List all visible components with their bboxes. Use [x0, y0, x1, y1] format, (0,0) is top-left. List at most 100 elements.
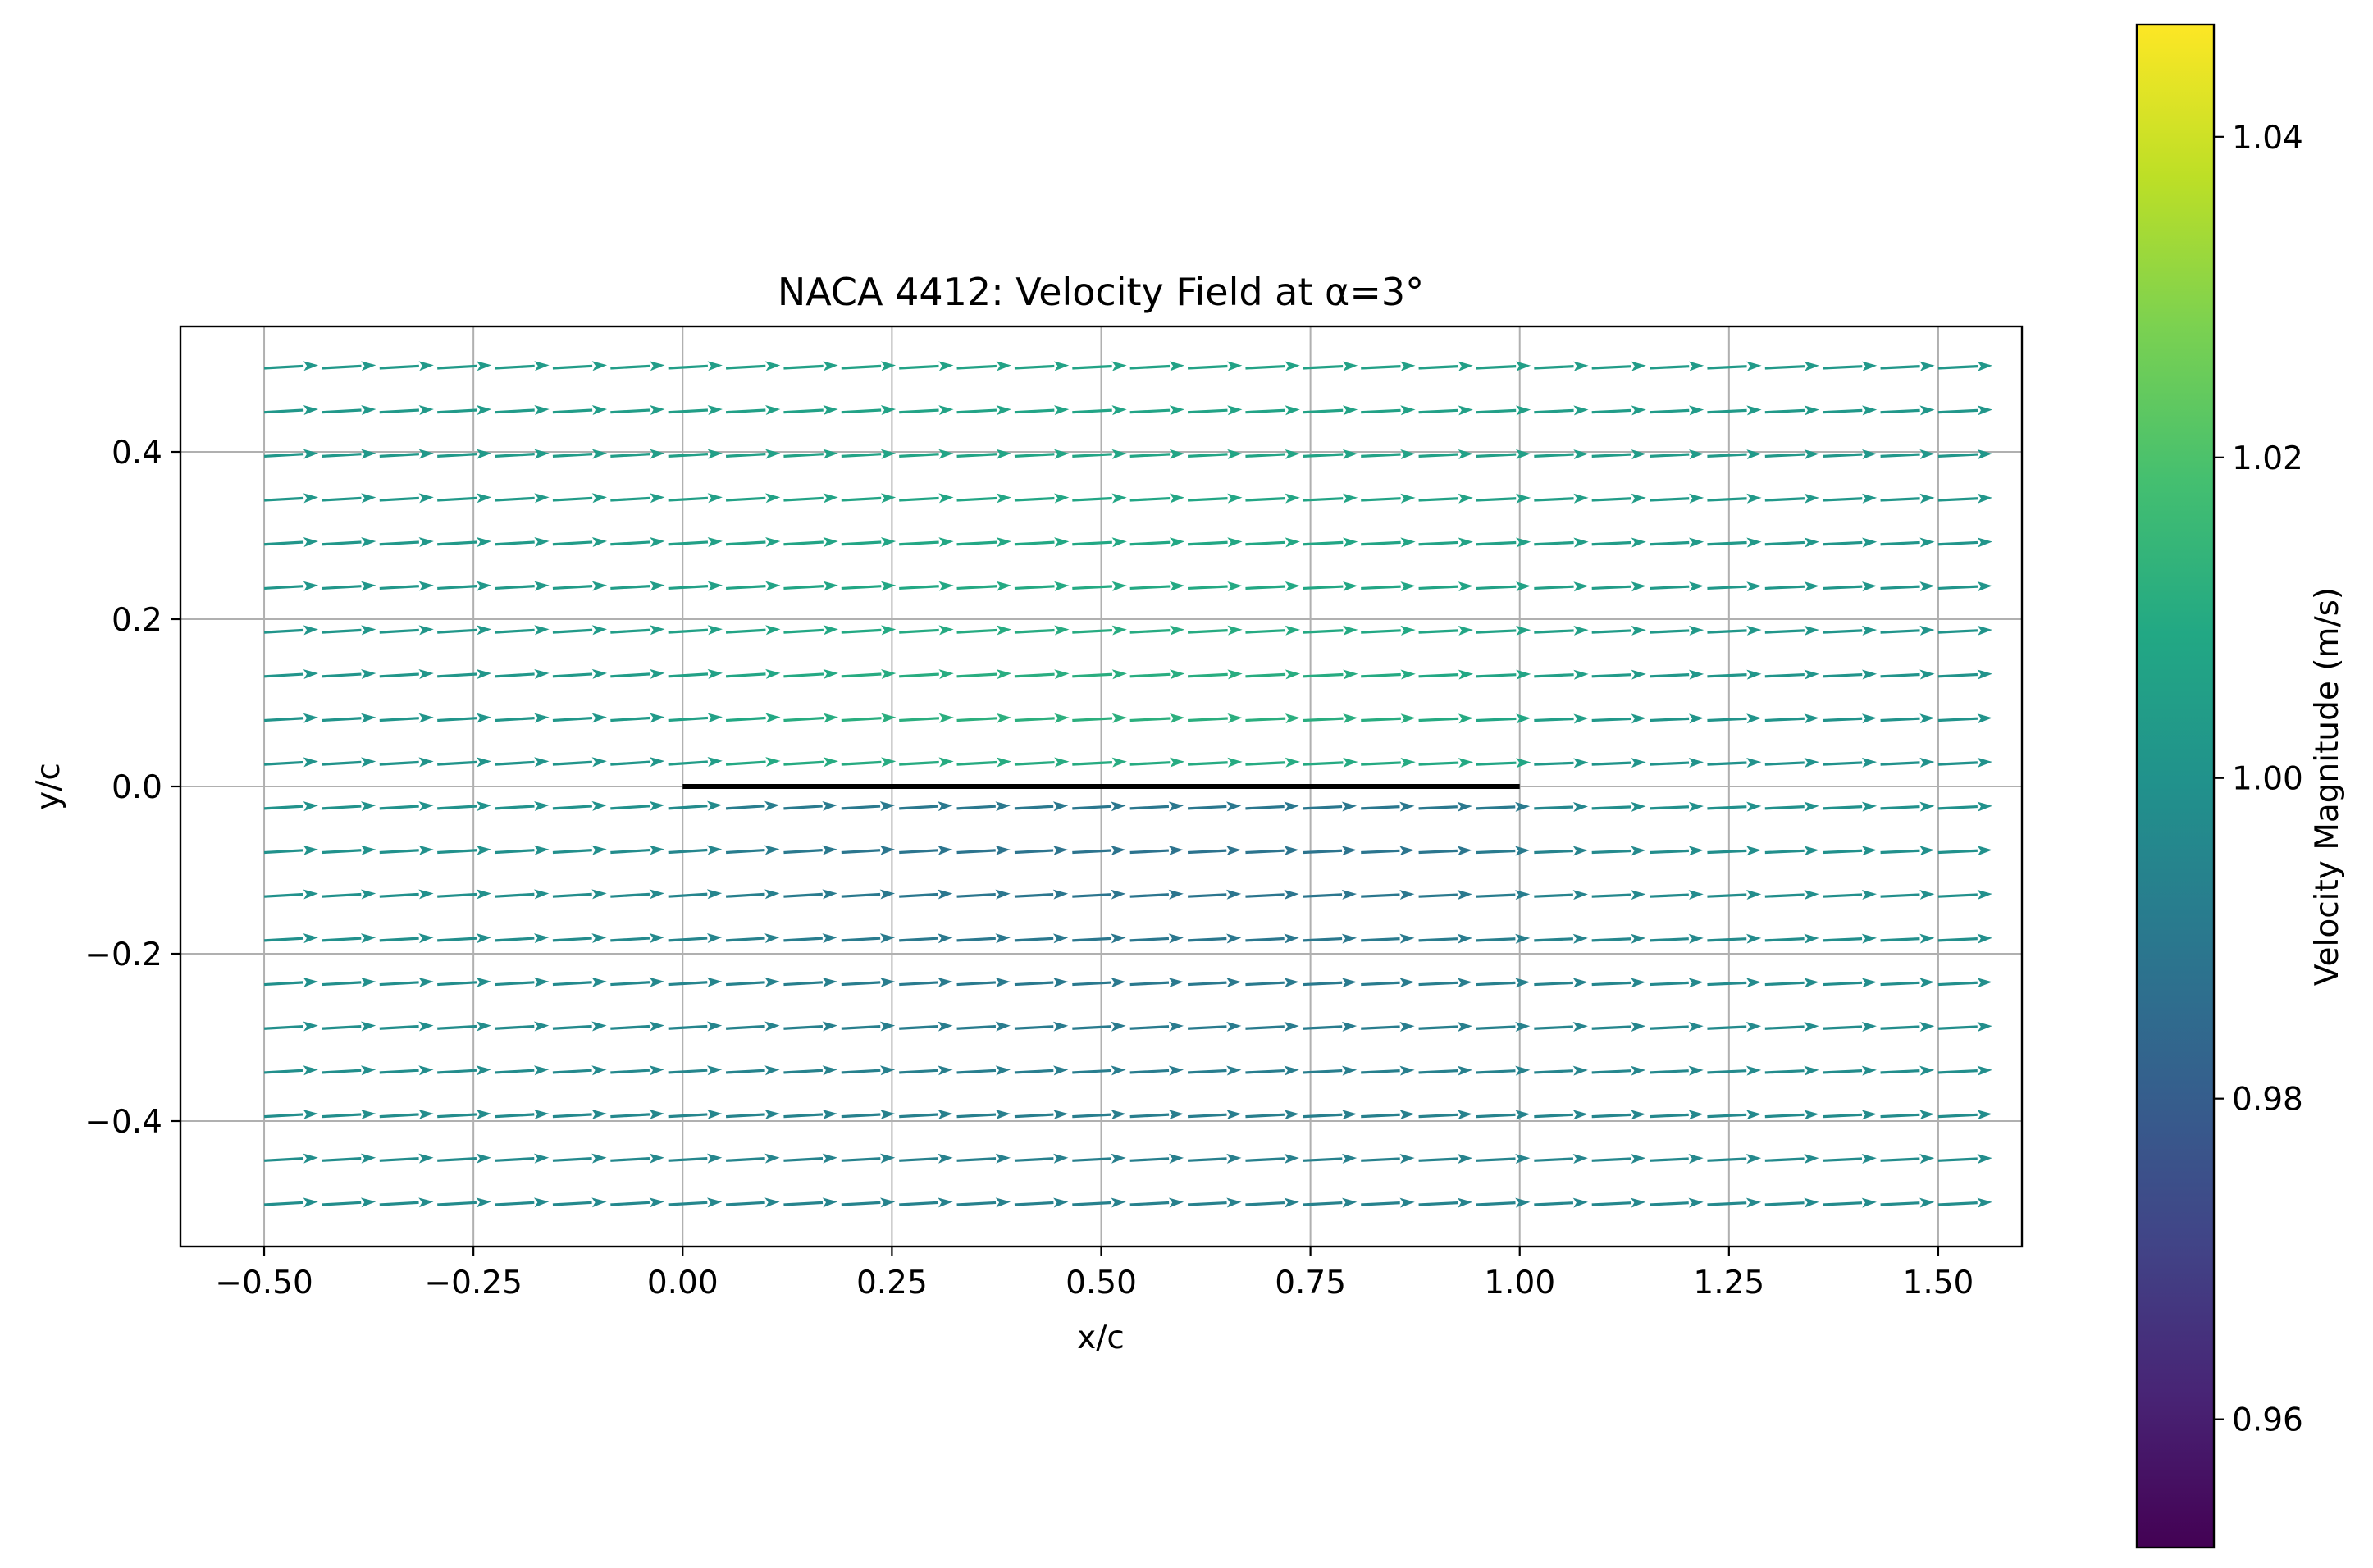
velocity-arrow [1245, 801, 1299, 812]
velocity-arrow [437, 889, 491, 900]
velocity-arrow [322, 933, 376, 944]
velocity-arrow [1823, 801, 1878, 812]
velocity-arrow [437, 493, 492, 504]
velocity-arrow [437, 977, 491, 987]
velocity-arrow [1649, 1154, 1704, 1164]
velocity-arrow [379, 581, 434, 591]
velocity-arrow [437, 361, 492, 371]
velocity-arrow [725, 1153, 780, 1164]
velocity-arrow [552, 977, 607, 987]
velocity-arrow [841, 581, 897, 591]
chart-title: NACA 4412: Velocity Field at α=3° [778, 270, 1424, 314]
velocity-arrow [1303, 889, 1358, 900]
velocity-arrow [1476, 1197, 1531, 1208]
velocity-arrow [379, 449, 434, 459]
x-tick-label: 0.00 [647, 1265, 719, 1301]
velocity-arrow [1591, 890, 1646, 900]
velocity-arrow [1650, 890, 1704, 900]
velocity-arrow [1534, 493, 1589, 504]
velocity-arrow [495, 713, 550, 723]
velocity-arrow [263, 405, 319, 415]
velocity-arrow [1014, 669, 1070, 680]
velocity-arrow [899, 669, 954, 680]
velocity-arrow [725, 361, 781, 371]
velocity-arrow [1650, 846, 1704, 856]
velocity-arrow [668, 625, 723, 636]
velocity-arrow [783, 1021, 837, 1032]
velocity-arrow [1591, 978, 1646, 988]
velocity-arrow [783, 449, 838, 459]
velocity-arrow [1707, 405, 1762, 416]
velocity-arrow [552, 449, 608, 459]
velocity-arrow [495, 668, 550, 679]
velocity-arrow [1014, 933, 1069, 944]
velocity-arrow [1823, 405, 1878, 416]
velocity-arrow [1245, 889, 1299, 900]
velocity-arrow [1880, 1153, 1935, 1164]
velocity-arrow [1937, 1197, 1992, 1208]
velocity-arrow [1591, 405, 1646, 416]
velocity-arrow [956, 933, 1011, 944]
velocity-arrow [1707, 890, 1762, 900]
velocity-arrow [668, 800, 723, 811]
velocity-arrow [1129, 537, 1185, 548]
velocity-arrow [1187, 405, 1243, 416]
velocity-arrow [725, 536, 781, 547]
velocity-arrow [1245, 933, 1299, 944]
velocity-arrow [1649, 361, 1704, 371]
velocity-arrow [725, 493, 781, 504]
velocity-arrow [841, 1021, 896, 1032]
velocity-arrow [1418, 933, 1472, 944]
x-tick-label: −0.25 [424, 1265, 523, 1301]
velocity-arrow [1476, 361, 1531, 371]
y-axis-ticks: 0.4 0.2 0.0 −0.2 −0.4 [84, 435, 180, 1141]
velocity-arrow [1937, 757, 1992, 768]
velocity-arrow [1591, 537, 1646, 548]
velocity-arrow [1880, 1021, 1935, 1032]
velocity-arrow [1823, 1154, 1877, 1164]
velocity-arrow [1245, 1110, 1299, 1120]
velocity-arrow [1072, 625, 1127, 636]
velocity-arrow [1072, 1065, 1126, 1076]
velocity-arrow [841, 361, 897, 371]
velocity-arrow [1764, 493, 1819, 504]
velocity-arrow [899, 493, 954, 504]
velocity-arrow [1187, 581, 1243, 591]
velocity-arrow [783, 668, 838, 679]
velocity-arrow [552, 536, 608, 547]
velocity-arrow [725, 1065, 780, 1076]
velocity-arrow [1072, 801, 1126, 812]
velocity-arrow [610, 581, 665, 591]
velocity-arrow [956, 713, 1012, 723]
velocity-arrow [841, 449, 897, 459]
velocity-arrow [610, 493, 665, 504]
velocity-arrow [379, 845, 434, 855]
velocity-arrow [1476, 933, 1531, 944]
velocity-arrow [841, 625, 897, 636]
velocity-arrow [1303, 1153, 1358, 1164]
velocity-arrow [1245, 493, 1300, 504]
velocity-arrow [437, 625, 492, 636]
velocity-arrow [1591, 933, 1646, 944]
velocity-arrow [1245, 1065, 1299, 1076]
velocity-arrow [322, 537, 376, 547]
velocity-arrow [899, 977, 953, 987]
velocity-arrow [668, 889, 723, 900]
velocity-arrow [379, 537, 434, 547]
velocity-arrow [263, 713, 318, 723]
velocity-arrow [495, 625, 550, 636]
velocity-arrow [1072, 493, 1127, 504]
velocity-arrow [263, 845, 318, 855]
velocity-arrow [1937, 713, 1992, 724]
velocity-arrow [783, 1153, 837, 1164]
y-tick-label: −0.2 [84, 937, 162, 973]
velocity-arrow [899, 757, 954, 768]
velocity-arrow [956, 977, 1011, 987]
velocity-arrow [1129, 361, 1185, 371]
velocity-arrow [437, 1197, 491, 1208]
velocity-arrow [956, 581, 1012, 591]
velocity-arrow [437, 1021, 491, 1032]
velocity-arrow [1072, 846, 1126, 855]
velocity-arrow [1534, 802, 1588, 813]
